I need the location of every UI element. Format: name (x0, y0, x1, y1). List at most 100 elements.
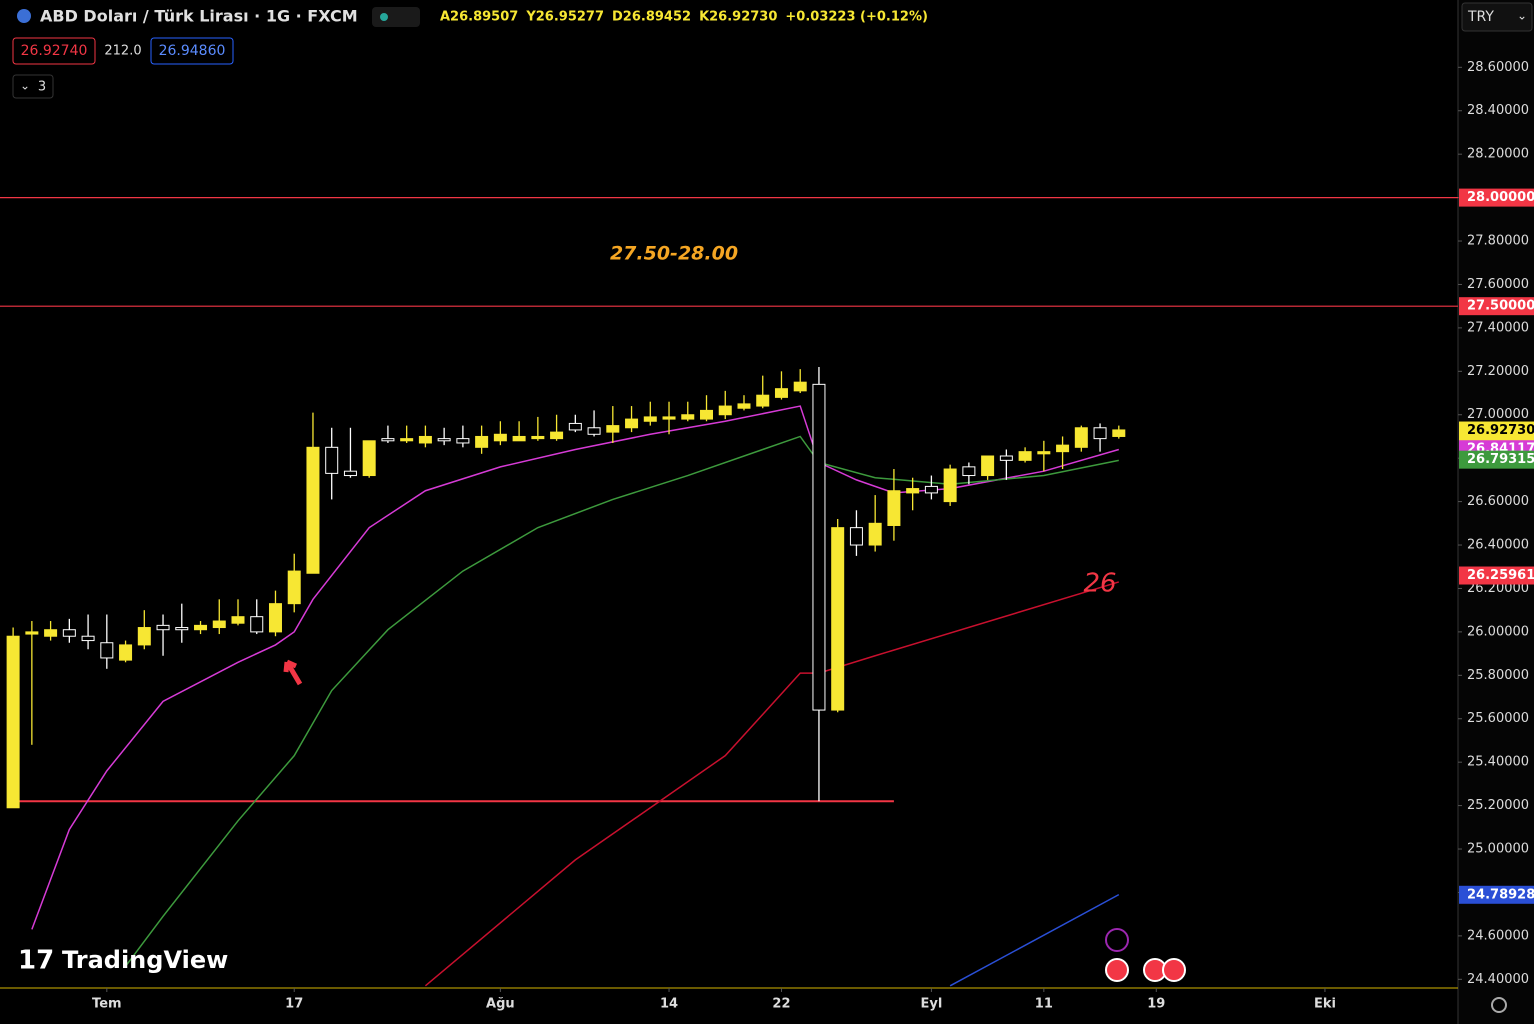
y-tick-label: 27.80000 (1467, 234, 1529, 249)
indicator-line (124, 435, 1119, 967)
candle-body (1056, 444, 1070, 453)
bid-box[interactable] (12, 37, 96, 65)
candle-body (981, 455, 995, 477)
candle-body (306, 446, 320, 574)
currency: TRY (1467, 9, 1494, 25)
price-tag-label: 26.25961 (1467, 568, 1534, 583)
legend-value: A26.89507 (440, 10, 518, 25)
y-tick-label: 25.20000 (1467, 798, 1529, 813)
candle-body (606, 425, 620, 433)
x-tick-label: 22 (772, 997, 790, 1012)
candle-body (1018, 451, 1032, 461)
indicator-line (949, 893, 1120, 987)
candle-body (231, 616, 245, 624)
price-tag (1459, 566, 1534, 585)
candle-body (119, 644, 133, 661)
candle-body (456, 438, 470, 444)
candle-body (1037, 451, 1051, 455)
candle-body (531, 435, 545, 440)
price-tag-label: 26.92730 (1467, 423, 1534, 438)
candle-body (343, 470, 357, 477)
candle-body (906, 488, 920, 494)
currency-chevron: ⌄ (1517, 9, 1527, 23)
candle-body (287, 570, 301, 605)
candle-body (868, 522, 882, 546)
candle-body (493, 433, 507, 442)
price-tag (1459, 885, 1534, 904)
y-tick-label: 28.60000 (1467, 60, 1529, 75)
ask-box[interactable] (150, 37, 234, 65)
spread: 212.0 (104, 44, 141, 59)
status-badge (372, 7, 420, 27)
plot (0, 197, 1458, 987)
price-tag (1459, 297, 1534, 316)
x-tick-label: Tem (92, 997, 122, 1012)
arrow (283, 659, 303, 686)
symbol-title[interactable]: ABD Doları / Türk Lirası · 1G · FXCM (40, 7, 358, 26)
x-tick-label: Eki (1314, 997, 1336, 1012)
flag-icon (17, 9, 31, 23)
candle-body (887, 490, 901, 526)
candle-body (568, 422, 582, 431)
candle-body (999, 455, 1013, 461)
candle-body (512, 435, 526, 442)
chevron: ⌄ (20, 79, 30, 93)
y-tick-label: 28.20000 (1467, 147, 1529, 162)
candle-body (6, 635, 20, 809)
candle-body (718, 405, 732, 416)
candle-body (156, 624, 170, 631)
zone-annotation: 27.50-28.00 (610, 243, 738, 265)
x-tick-label: 11 (1035, 997, 1053, 1012)
candle-body (437, 438, 451, 442)
candle-body (475, 435, 489, 448)
price-tag-label: 27.50000 (1467, 299, 1534, 314)
event-icon[interactable] (1162, 958, 1186, 982)
indicator-toggle[interactable] (12, 74, 54, 99)
candle-body (362, 440, 376, 477)
currency-box[interactable] (1461, 2, 1533, 32)
ask: 26.94860 (159, 43, 226, 59)
x-tick-label: Eyl (920, 997, 942, 1012)
candle-body (849, 527, 863, 546)
candle-body (643, 416, 657, 422)
candle-body (737, 403, 751, 409)
level-annotation: 26 (1083, 569, 1116, 599)
candle-body (924, 485, 938, 494)
candle-body (325, 446, 339, 474)
candle-body (400, 438, 414, 442)
price-tag (1459, 188, 1534, 207)
candle-body (175, 627, 189, 631)
candle-body (812, 383, 826, 711)
logo: TradingView (62, 946, 228, 974)
x-tick-label: 17 (285, 997, 303, 1012)
candle-body (756, 394, 770, 407)
y-tick-label: 26.00000 (1467, 624, 1529, 639)
x-tick-label: 14 (660, 997, 678, 1012)
status-dot (380, 13, 388, 21)
candle-body (774, 388, 788, 398)
settings-icon[interactable] (1491, 997, 1507, 1013)
y-tick-label: 28.40000 (1467, 103, 1529, 118)
candle-body (212, 620, 226, 629)
candle-body (587, 427, 601, 435)
indicator-line (424, 581, 1120, 987)
y-tick-label: 26.20000 (1467, 581, 1529, 596)
y-tick-label: 27.40000 (1467, 320, 1529, 335)
y-tick-label: 25.60000 (1467, 711, 1529, 726)
candle-body (1112, 429, 1126, 437)
legend-value: Y26.95277 (525, 10, 604, 25)
price-axis (1458, 0, 1534, 1024)
candle-body (1074, 427, 1088, 448)
candle-body (793, 381, 807, 392)
event-icon[interactable] (1105, 928, 1129, 952)
event-icon[interactable] (1105, 958, 1129, 982)
candle-body (962, 466, 976, 477)
candle-body (268, 603, 282, 633)
candle-body (662, 416, 676, 420)
candle-body (250, 616, 264, 633)
candle-body (550, 431, 564, 440)
candle-body (137, 627, 151, 646)
